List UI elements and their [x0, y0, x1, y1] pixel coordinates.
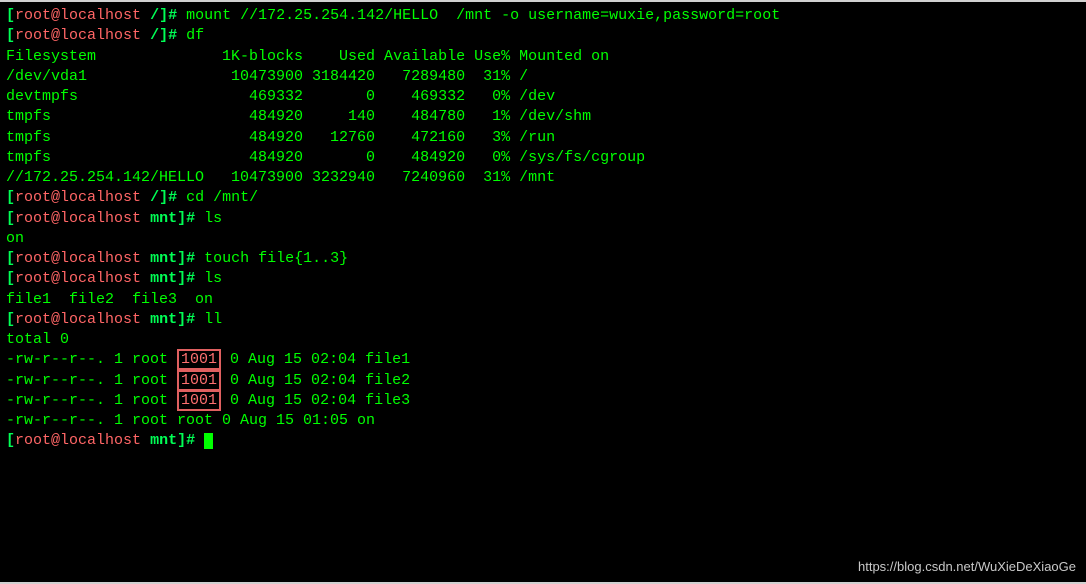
prompt-line: [root@localhost mnt]# touch file{1..3} — [6, 249, 1080, 269]
df-row: tmpfs 484920 12760 472160 3% /run — [6, 128, 1080, 148]
df-row: tmpfs 484920 0 484920 0% /sys/fs/cgroup — [6, 148, 1080, 168]
df-row: //172.25.254.142/HELLO 10473900 3232940 … — [6, 168, 1080, 188]
ll-row-last: -rw-r--r--. 1 root root 0 Aug 15 01:05 o… — [6, 411, 1080, 431]
terminal-output: [root@localhost /]# mount //172.25.254.1… — [6, 6, 1080, 452]
space — [141, 7, 150, 24]
ll-total: total 0 — [6, 330, 1080, 350]
prompt-line-active[interactable]: [root@localhost mnt]# — [6, 431, 1080, 451]
prompt-line: [root@localhost mnt]# ls — [6, 269, 1080, 289]
command-cd: cd /mnt/ — [186, 189, 258, 206]
ll-row: -rw-r--r--. 1 root 1001 0 Aug 15 02:04 f… — [6, 371, 1080, 391]
ll-gid-highlight: 1001 — [177, 390, 221, 411]
cursor-icon — [204, 433, 213, 449]
command-ll: ll — [204, 311, 222, 328]
ll-row: -rw-r--r--. 1 root 1001 0 Aug 15 02:04 f… — [6, 391, 1080, 411]
ll-post: 0 Aug 15 02:04 file3 — [221, 392, 410, 409]
prompt-line: [root@localhost /]# df — [6, 26, 1080, 46]
command-touch: touch file{1..3} — [204, 250, 348, 267]
prompt-line: [root@localhost /]# cd /mnt/ — [6, 188, 1080, 208]
ll-pre: -rw-r--r--. 1 root — [6, 351, 177, 368]
ll-gid-highlight: 1001 — [177, 370, 221, 391]
prompt-line: [root@localhost mnt]# ll — [6, 310, 1080, 330]
ls-output-2: file1 file2 file3 on — [6, 290, 1080, 310]
ll-post: 0 Aug 15 02:04 file2 — [221, 372, 410, 389]
prompt-line: [root@localhost mnt]# ls — [6, 209, 1080, 229]
command-ls2: ls — [204, 270, 222, 287]
command-df: df — [186, 27, 204, 44]
ll-row: -rw-r--r--. 1 root 1001 0 Aug 15 02:04 f… — [6, 350, 1080, 370]
df-row: tmpfs 484920 140 484780 1% /dev/shm — [6, 107, 1080, 127]
user-host: root@localhost — [15, 7, 141, 24]
bracket-close: ]# — [159, 7, 186, 24]
cwd: / — [150, 7, 159, 24]
command-ls: ls — [204, 210, 222, 227]
df-header: Filesystem 1K-blocks Used Available Use%… — [6, 47, 1080, 67]
ll-gid-highlight: 1001 — [177, 349, 221, 370]
df-row: /dev/vda1 10473900 3184420 7289480 31% / — [6, 67, 1080, 87]
bracket-open: [ — [6, 7, 15, 24]
watermark: https://blog.csdn.net/WuXieDeXiaoGe — [858, 558, 1076, 576]
ll-pre: -rw-r--r--. 1 root — [6, 372, 177, 389]
prompt-line: [root@localhost /]# mount //172.25.254.1… — [6, 6, 1080, 26]
ll-pre: -rw-r--r--. 1 root — [6, 392, 177, 409]
command-mount: mount //172.25.254.142/HELLO /mnt -o use… — [186, 7, 780, 24]
ls-output: on — [6, 229, 1080, 249]
df-row: devtmpfs 469332 0 469332 0% /dev — [6, 87, 1080, 107]
ll-post: 0 Aug 15 02:04 file1 — [221, 351, 410, 368]
